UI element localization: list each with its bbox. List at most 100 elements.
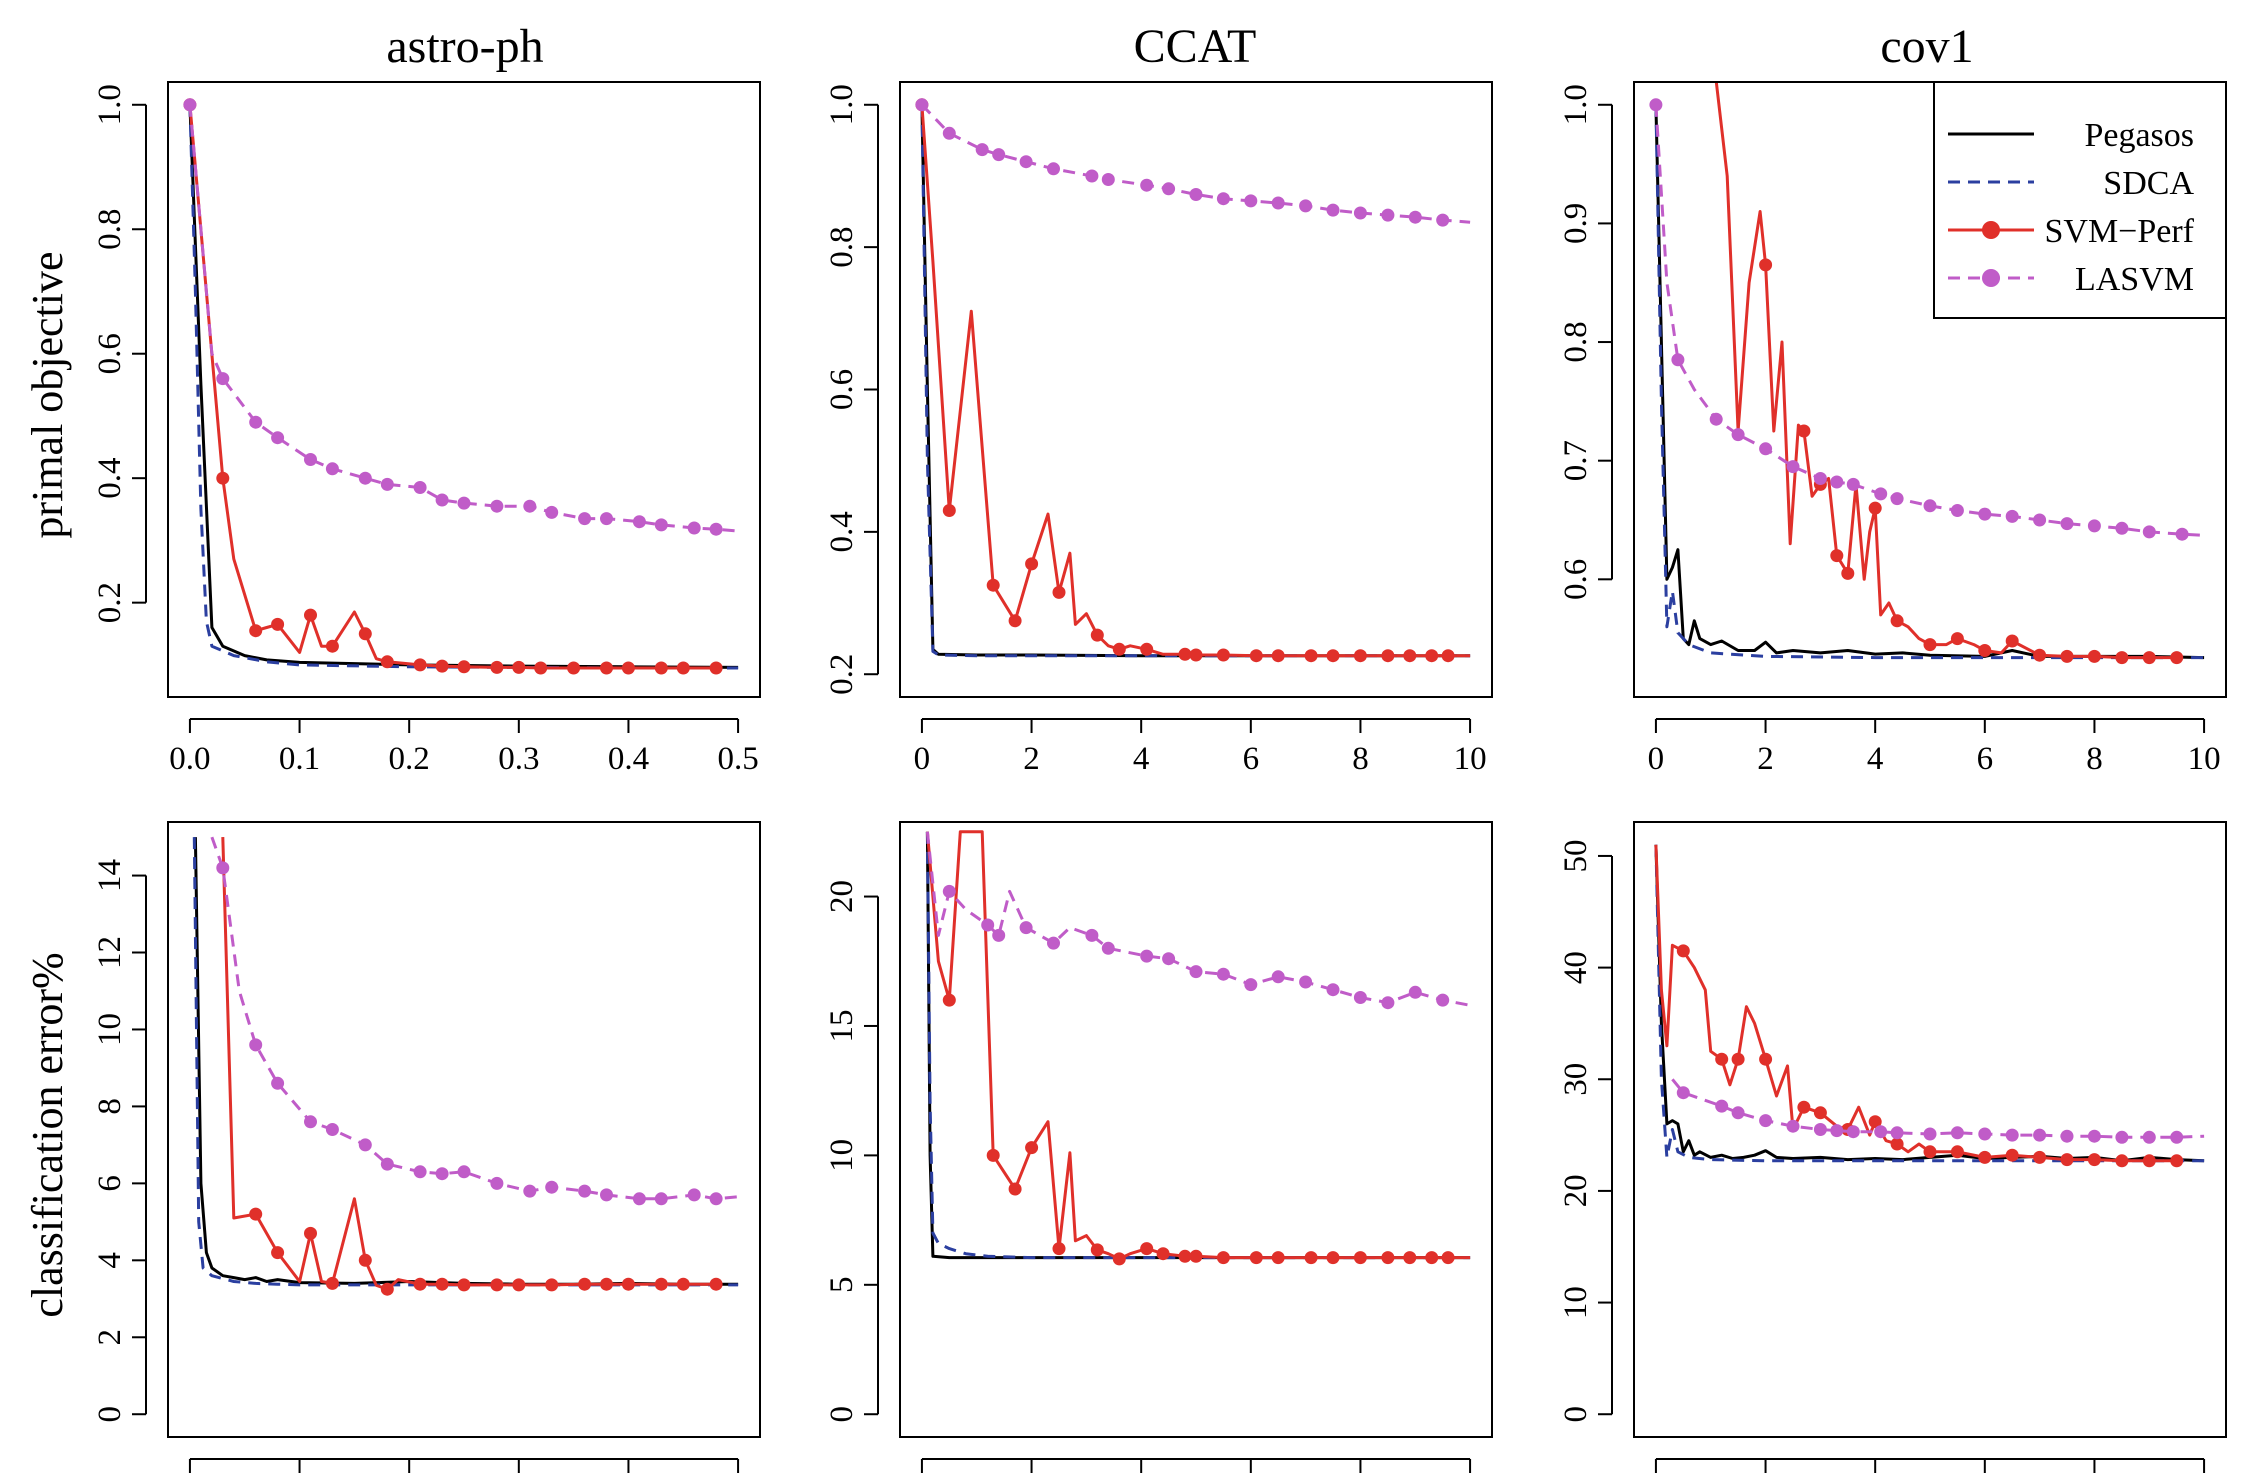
data-point-svm-perf bbox=[1178, 647, 1192, 661]
data-point-svm-perf bbox=[216, 471, 230, 485]
data-point-lasvm bbox=[358, 471, 372, 485]
data-point-svm-perf bbox=[1249, 649, 1263, 663]
data-point-svm-perf bbox=[249, 1207, 263, 1221]
legend-label: SDCA bbox=[2103, 165, 2194, 202]
data-point-lasvm bbox=[1786, 460, 1800, 474]
data-point-lasvm bbox=[1715, 1099, 1729, 1113]
data-point-svm-perf bbox=[1923, 638, 1937, 652]
x-tick-label: 6 bbox=[1977, 1481, 1994, 1484]
data-point-svm-perf bbox=[1797, 424, 1811, 438]
data-point-lasvm bbox=[2033, 1128, 2047, 1142]
data-point-lasvm bbox=[216, 861, 230, 875]
series-group bbox=[925, 830, 1471, 1266]
y-tick-label: 0 bbox=[824, 1406, 860, 1423]
data-point-lasvm bbox=[1649, 98, 1663, 112]
y-tick-label: 5 bbox=[824, 1277, 860, 1294]
data-point-lasvm bbox=[1140, 949, 1154, 963]
data-point-lasvm bbox=[2142, 1130, 2156, 1144]
series-line-svm-perf bbox=[221, 837, 717, 1291]
data-point-lasvm bbox=[1950, 504, 1964, 517]
data-point-lasvm bbox=[1676, 1086, 1690, 1100]
data-point-svm-perf bbox=[1797, 1100, 1811, 1114]
data-point-svm-perf bbox=[1441, 649, 1455, 663]
data-point-lasvm bbox=[1923, 499, 1937, 513]
data-point-svm-perf bbox=[1441, 1251, 1455, 1265]
data-point-svm-perf bbox=[709, 1277, 723, 1291]
data-point-lasvm bbox=[1047, 162, 1060, 176]
data-point-lasvm bbox=[1381, 996, 1395, 1010]
data-point-svm-perf bbox=[567, 661, 581, 675]
data-point-svm-perf bbox=[621, 661, 635, 675]
data-point-svm-perf bbox=[654, 1277, 668, 1291]
data-point-svm-perf bbox=[621, 1277, 635, 1291]
data-point-lasvm bbox=[490, 499, 504, 513]
series-line-svm-perf bbox=[188, 104, 717, 670]
data-point-lasvm bbox=[687, 521, 701, 535]
plot-frame bbox=[167, 81, 761, 698]
data-point-lasvm bbox=[2142, 525, 2156, 539]
data-point-svm-perf bbox=[1890, 1137, 1904, 1151]
data-point-svm-perf bbox=[1112, 642, 1126, 656]
data-point-svm-perf bbox=[1304, 649, 1318, 663]
data-point-svm-perf bbox=[1189, 1249, 1203, 1263]
legend-entry-sdca: SDCA bbox=[1948, 165, 2194, 202]
data-point-lasvm bbox=[1271, 970, 1285, 984]
data-point-lasvm bbox=[2115, 1130, 2129, 1144]
series-line-pegasos bbox=[920, 104, 1471, 658]
data-point-lasvm bbox=[2087, 1129, 2101, 1143]
data-point-svm-perf bbox=[1841, 566, 1855, 580]
data-point-lasvm bbox=[1353, 991, 1367, 1004]
x-tick-label: 0 bbox=[914, 741, 931, 777]
data-point-lasvm bbox=[709, 522, 723, 536]
data-point-svm-perf bbox=[1923, 1145, 1937, 1159]
y-tick-label: 0.8 bbox=[824, 227, 860, 268]
data-point-lasvm bbox=[1874, 487, 1888, 501]
legend-marker bbox=[1982, 221, 2000, 239]
data-point-svm-perf bbox=[380, 655, 394, 669]
data-point-svm-perf bbox=[1403, 1251, 1417, 1265]
x-tick-label: 2 bbox=[1023, 1481, 1040, 1484]
data-point-svm-perf bbox=[1353, 1251, 1367, 1265]
data-point-lasvm bbox=[1759, 442, 1773, 456]
y-tick-label: 0.2 bbox=[824, 654, 860, 695]
data-point-svm-perf bbox=[1759, 1052, 1773, 1066]
y-tick-label: 1.0 bbox=[824, 84, 860, 125]
x-tick-label: 10 bbox=[2188, 1481, 2221, 1484]
data-point-lasvm bbox=[1759, 1114, 1773, 1128]
data-point-lasvm bbox=[981, 918, 995, 932]
data-point-lasvm bbox=[457, 496, 471, 510]
data-point-lasvm bbox=[709, 1192, 723, 1206]
x-tick-label: 0 bbox=[1648, 1481, 1665, 1484]
data-point-svm-perf bbox=[1052, 585, 1066, 599]
x-tick-label: 2 bbox=[1757, 741, 1774, 777]
data-point-lasvm bbox=[249, 415, 263, 429]
data-point-svm-perf bbox=[1715, 1052, 1729, 1066]
data-point-lasvm bbox=[1326, 983, 1340, 997]
data-point-lasvm bbox=[1299, 975, 1313, 989]
data-point-lasvm bbox=[600, 512, 613, 526]
x-tick-label: 10 bbox=[1454, 1481, 1487, 1484]
data-point-svm-perf bbox=[490, 660, 504, 674]
data-point-lasvm bbox=[942, 126, 956, 140]
data-point-lasvm bbox=[1709, 412, 1723, 426]
data-point-svm-perf bbox=[358, 627, 372, 641]
data-point-svm-perf bbox=[2060, 649, 2074, 663]
y-tick-label: 0 bbox=[1558, 1406, 1594, 1423]
data-point-lasvm bbox=[523, 1184, 537, 1198]
data-point-lasvm bbox=[578, 1184, 592, 1198]
x-tick-label: 6 bbox=[1977, 741, 1994, 777]
panel-ccat-primal-objective: 0 2 4 6 8 10 0.2 0.4 0.6 0.8 1.0 bbox=[824, 81, 1493, 777]
y-tick-label: 6 bbox=[92, 1175, 128, 1192]
data-point-lasvm bbox=[304, 1115, 317, 1129]
data-point-lasvm bbox=[380, 477, 394, 491]
data-point-lasvm bbox=[1019, 155, 1033, 169]
row-label-primal-objective: primal objective bbox=[23, 251, 72, 538]
data-point-lasvm bbox=[271, 1076, 285, 1090]
data-point-svm-perf bbox=[1271, 649, 1285, 663]
data-point-svm-perf bbox=[1731, 1052, 1745, 1066]
row-label-classification-error: classification error% bbox=[23, 952, 72, 1317]
x-tick-label: 0.3 bbox=[498, 741, 539, 777]
data-point-lasvm bbox=[1189, 188, 1203, 201]
data-point-svm-perf bbox=[1759, 258, 1773, 272]
data-point-lasvm bbox=[2175, 527, 2189, 541]
